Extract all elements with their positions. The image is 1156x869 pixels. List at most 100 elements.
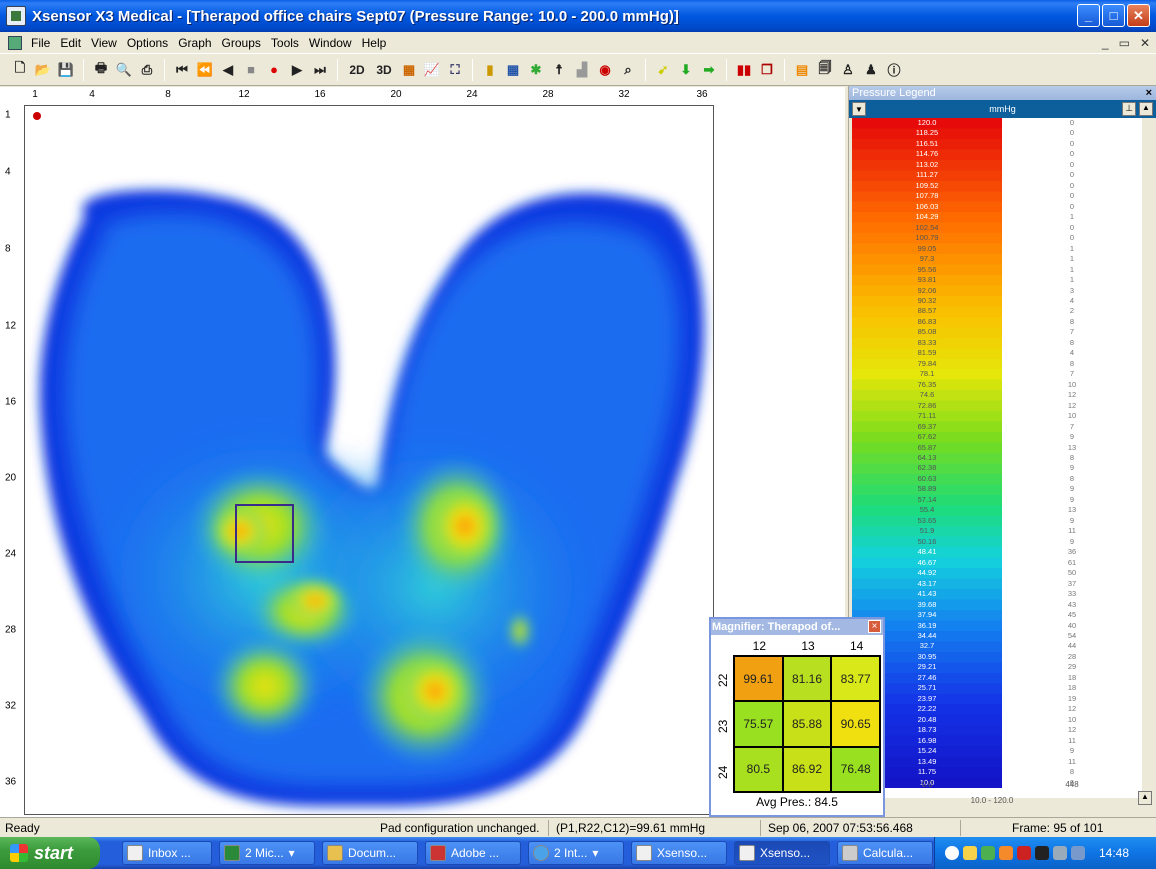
grid-icon[interactable]: ▦ xyxy=(402,61,416,77)
network-icon[interactable] xyxy=(981,846,995,860)
bars-icon[interactable]: ▮▮ xyxy=(736,61,752,77)
step-back-icon[interactable]: ◀ xyxy=(223,61,233,77)
mdi-restore-button[interactable]: ▭ xyxy=(1118,35,1130,50)
legend-row: 27.46 18 xyxy=(852,673,1142,683)
menu-groups[interactable]: Groups xyxy=(221,35,261,50)
menu-tools[interactable]: Tools xyxy=(270,35,299,50)
task-documents[interactable]: Docum... xyxy=(322,841,418,865)
legend-value: 76.35 xyxy=(917,379,937,389)
view-3d-button[interactable]: 3D xyxy=(376,62,392,77)
document-icon[interactable] xyxy=(8,35,22,50)
mail-icon[interactable] xyxy=(963,846,977,860)
last-frame-icon[interactable]: ⏭ xyxy=(314,61,326,77)
body-icon[interactable]: ✱ xyxy=(530,61,542,77)
close-button[interactable]: ✕ xyxy=(1127,4,1150,27)
person-stand-icon[interactable]: ☨ xyxy=(555,61,563,77)
menu-window[interactable]: Window xyxy=(308,35,352,50)
legend-row: 15.24 9 xyxy=(852,746,1142,756)
legend-count: 0 xyxy=(1069,201,1075,211)
outlook-tray-icon[interactable] xyxy=(999,846,1013,860)
task-microsoft[interactable]: 2 Mic... ▾ xyxy=(219,841,315,865)
start-label: start xyxy=(34,842,74,863)
scroll-down-icon[interactable]: ▲ xyxy=(1138,791,1152,805)
menu-graph[interactable]: Graph xyxy=(178,35,212,50)
magnifier-close-icon[interactable]: × xyxy=(868,620,881,633)
new-icon[interactable]: 🗋 xyxy=(14,59,26,75)
task-xsensor-1[interactable]: Xsenso... xyxy=(631,841,727,865)
magnifier-window[interactable]: Magnifier: Therapod of... × 12 13 14 22 … xyxy=(709,617,885,817)
selection-box[interactable] xyxy=(235,504,294,563)
graph-icon[interactable]: 📈 xyxy=(423,61,441,77)
task-inbox[interactable]: Inbox ... xyxy=(122,841,212,865)
legend-count: 18 xyxy=(1067,683,1077,693)
pressure-heatmap[interactable] xyxy=(24,105,714,815)
task-xsensor-2[interactable]: Xsenso... xyxy=(734,841,830,865)
legend-row: 120.0 0 xyxy=(852,118,1142,128)
people-icon[interactable]: ♟ xyxy=(865,61,877,77)
legend-row: 50.16 9 xyxy=(852,537,1142,547)
legend-row: 16.98 11 xyxy=(852,736,1142,746)
legend-icon[interactable]: ▤ xyxy=(795,61,809,77)
legend-close-icon[interactable]: × xyxy=(1145,87,1152,99)
print-setup-icon[interactable]: ⎙ xyxy=(141,61,153,77)
menu-edit[interactable]: Edit xyxy=(60,35,82,50)
layout-icon[interactable]: ▦ xyxy=(506,61,520,77)
legend-dropdown-icon[interactable]: ▼ xyxy=(852,102,866,116)
legend-count: 0 xyxy=(1069,149,1075,159)
stack-icon[interactable]: ❐ xyxy=(761,61,773,77)
mdi-close-button[interactable]: ✕ xyxy=(1139,35,1150,50)
mdi-minimize-button[interactable]: _ xyxy=(1101,35,1109,50)
task-adobe[interactable]: Adobe ... xyxy=(425,841,521,865)
export-icon[interactable]: ⬇ xyxy=(680,61,692,77)
stop-icon[interactable]: ■ xyxy=(247,62,255,77)
menu-help[interactable]: Help xyxy=(361,35,387,50)
task-label: Xsenso... xyxy=(760,846,811,860)
save-icon[interactable]: 💾 xyxy=(57,61,75,77)
task-calculator[interactable]: Calcula... xyxy=(837,841,933,865)
copy-icon[interactable]: 🗐 xyxy=(818,59,832,75)
sensor-icon[interactable]: ▮ xyxy=(486,61,494,77)
pin-icon[interactable]: ⊥ xyxy=(1122,102,1136,116)
target-icon[interactable]: ◉ xyxy=(599,61,611,77)
security-icon[interactable] xyxy=(1017,846,1031,860)
prev-frame-icon[interactable]: ⏪ xyxy=(196,61,214,77)
legend-value: 93.81 xyxy=(917,275,937,285)
task-internet[interactable]: 2 Int... ▾ xyxy=(528,841,624,865)
start-button[interactable]: start xyxy=(0,837,100,869)
first-frame-icon[interactable]: ⏮ xyxy=(176,61,188,77)
person-icon[interactable]: ♙ xyxy=(842,61,854,77)
legend-row: 76.35 10 xyxy=(852,380,1142,390)
pointer-icon[interactable]: ➹ xyxy=(657,61,669,77)
open-icon[interactable]: 📂 xyxy=(34,61,52,77)
print-preview-icon[interactable]: 🔍 xyxy=(115,61,133,77)
groups-icon[interactable]: ⛶ xyxy=(450,61,460,77)
display-icon[interactable] xyxy=(1071,846,1085,860)
print-icon[interactable]: 🖶 xyxy=(94,59,108,75)
record-icon[interactable]: ● xyxy=(270,62,278,77)
legend-count: 19 xyxy=(1067,693,1077,703)
legend-count: 0 xyxy=(1069,170,1075,180)
seat-icon[interactable]: ▟ xyxy=(577,61,587,77)
info-icon[interactable]: ⓘ xyxy=(887,63,901,78)
legend-value: 23.97 xyxy=(917,693,937,703)
menu-options[interactable]: Options xyxy=(126,35,169,50)
origin-marker xyxy=(33,112,41,120)
legend-value: 30.95 xyxy=(917,651,937,661)
zoom-icon[interactable]: ⌕ xyxy=(624,61,632,77)
tray-expand-icon[interactable] xyxy=(945,846,959,860)
view-2d-button[interactable]: 2D xyxy=(349,62,365,77)
scroll-up-icon[interactable]: ▲ xyxy=(1139,102,1153,116)
maximize-button[interactable]: □ xyxy=(1102,4,1125,27)
menu-file[interactable]: File xyxy=(31,35,51,50)
play-icon[interactable]: ▶ xyxy=(292,61,302,77)
col-tick: 16 xyxy=(314,89,326,100)
import-icon[interactable]: ➡ xyxy=(703,61,715,77)
app-icon[interactable] xyxy=(6,6,26,26)
speaker-icon[interactable] xyxy=(1053,846,1067,860)
legend-row: 48.41 36 xyxy=(852,547,1142,557)
app-tray-icon[interactable] xyxy=(1035,846,1049,860)
legend-value: 34.44 xyxy=(917,630,937,640)
minimize-button[interactable]: _ xyxy=(1077,4,1100,27)
menu-view[interactable]: View xyxy=(91,35,117,50)
legend-row: 43.17 37 xyxy=(852,579,1142,589)
